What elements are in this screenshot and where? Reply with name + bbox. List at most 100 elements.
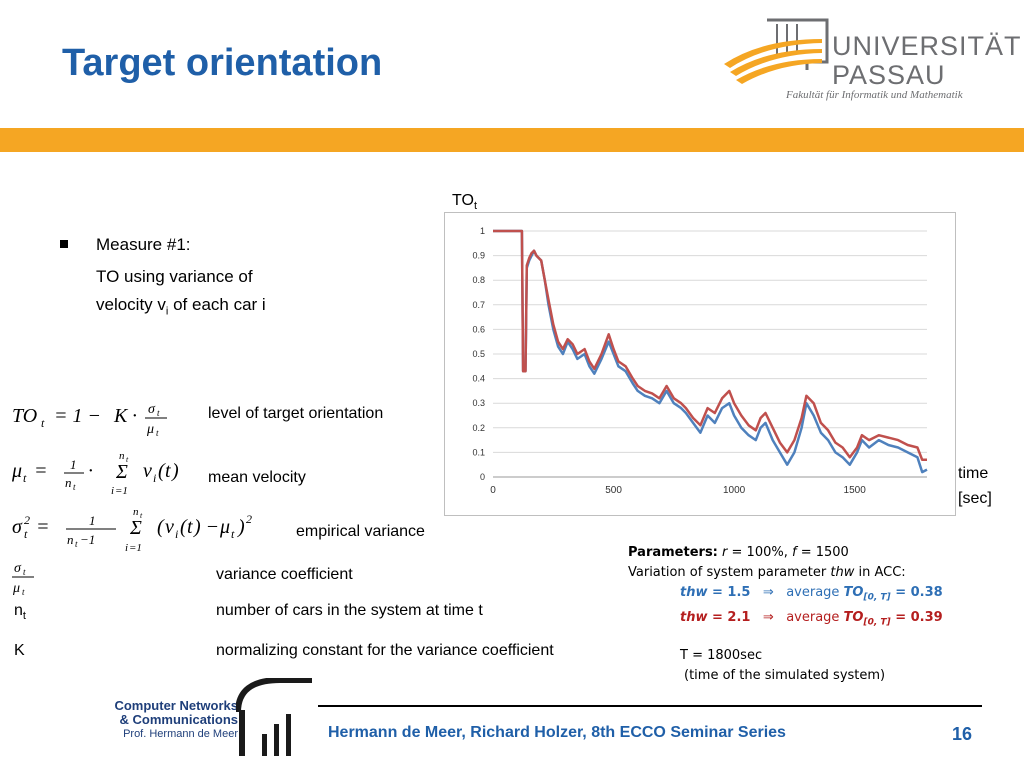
cnc-logo-text: Computer Networks & Communications Prof.… (50, 699, 238, 741)
def-variance-coefficient: variance coefficient (216, 566, 353, 583)
svg-text:=1: =1 (115, 485, 128, 497)
y-tick-label: 1 (480, 226, 485, 236)
svg-text:(: ( (180, 516, 188, 538)
svg-text:t: t (23, 567, 26, 577)
y-tick-label: 0.8 (472, 275, 485, 285)
svg-text:= 1 −: = 1 − (54, 405, 101, 427)
chart-frame: 0 0.1 0.2 0.3 0.4 0.5 0.6 0.7 0.8 0.9 1 0 500 1000 150… (444, 212, 956, 516)
svg-text:): ) (237, 516, 245, 538)
svg-text:1: 1 (89, 513, 96, 528)
y-tick-label: 0.4 (472, 374, 485, 384)
svg-text:Σ: Σ (115, 461, 128, 483)
symbol-nt-sub: t (22, 610, 26, 623)
footer-authors: Hermann de Meer, Richard Holzer, 8th ECC… (328, 724, 786, 741)
cnc-logo-icon (235, 677, 316, 765)
parameters-line1: Parameters: r = 100%, f = 1500 (628, 543, 1018, 563)
blue-thw: thw (680, 585, 708, 600)
chart-x-label-line1: time (958, 465, 989, 482)
svg-text:TO: TO (12, 405, 37, 427)
y-tick-label: 0.2 (472, 423, 485, 433)
formula-variance-graphic: σ 2 t = 1 n t −1 n t Σ i =1 ( v i ( t ) … (12, 506, 252, 554)
svg-text:i: i (153, 471, 156, 485)
symbol-k: K (14, 642, 25, 659)
series-line-1 (493, 229, 927, 462)
parameters-block: Parameters: r = 100%, f = 1500 Variation… (628, 543, 1018, 632)
def-number-of-cars: number of cars in the system at time t (216, 602, 483, 619)
cnc-line3: Prof. Hermann de Meer (123, 728, 238, 740)
def-normalizing-constant: normalizing constant for the variance co… (216, 642, 554, 659)
y-tick-label: 0.3 (472, 398, 485, 408)
x-tick-label: 500 (605, 485, 622, 496)
svg-text:2: 2 (246, 512, 252, 526)
parameters-red-line: thw = 2.1 ⇒ average TO[0, T] = 0.39 (628, 608, 1018, 633)
measure-line2-prefix: velocity v (96, 295, 166, 314)
svg-text:σ: σ (14, 561, 22, 576)
cnc-line2: & Communications (119, 712, 238, 727)
header-band (0, 128, 1024, 152)
y-tick-label: 0.1 (472, 447, 485, 457)
y-tick-label: 0.6 (472, 324, 485, 334)
university-name: UNIVERSITÄT PASSAU (832, 32, 1022, 90)
y-tick-label: 0 (480, 472, 485, 482)
formula-mean: μ t = 1 n t · n t Σ i =1 v i ( t ) (11, 447, 202, 503)
x-tick-label: 0 (490, 485, 496, 496)
faculty-name: Fakultät für Informatik und Mathematik (786, 89, 963, 101)
svg-text:σ: σ (12, 516, 23, 538)
def-empirical-variance: empirical variance (296, 523, 425, 540)
variation-suffix: in ACC: (854, 565, 906, 580)
svg-text:t: t (165, 460, 171, 482)
svg-text:n: n (119, 450, 125, 462)
svg-text:n: n (65, 475, 72, 490)
svg-text:i: i (175, 527, 178, 541)
sim-time: T = 1800sec (680, 648, 763, 663)
measure-heading: Measure #1: (96, 235, 191, 254)
def-level-target-orientation: level of target orientation (208, 405, 384, 422)
formula-variance-coefficient-graphic: σ t μ t (12, 561, 34, 597)
svg-text:i: i (125, 542, 128, 554)
cnc-logo-graphic (235, 677, 312, 756)
university-name-line2: PASSAU (832, 60, 946, 90)
svg-text:σ: σ (148, 402, 156, 417)
svg-text:2: 2 (24, 513, 30, 527)
chart-y-label: TOt (452, 192, 477, 212)
cnc-line1: Computer Networks (114, 698, 238, 713)
svg-text:t: t (23, 471, 27, 485)
chart-y-label-main: TO (452, 192, 474, 209)
svg-text:t: t (75, 539, 78, 549)
measure-line1: TO using variance of (96, 267, 253, 286)
svg-text:1: 1 (70, 457, 77, 472)
svg-text:Σ: Σ (129, 517, 142, 539)
page-title: Target orientation (62, 42, 383, 84)
implies-icon: ⇒ (762, 585, 774, 600)
x-tick-label: 1000 (723, 485, 746, 496)
svg-text:t: t (140, 511, 143, 520)
svg-text:·: · (88, 460, 93, 482)
y-tick-label: 0.5 (472, 349, 485, 359)
university-name-line1: UNIVERSITÄT (832, 31, 1022, 61)
line-chart: 0 0.1 0.2 0.3 0.4 0.5 0.6 0.7 0.8 0.9 1 0 500 1000 150… (472, 226, 928, 496)
svg-text:t: t (24, 527, 28, 541)
blue-to-sub: [0, T] (863, 592, 891, 603)
sim-time-note: (time of the simulated system) (684, 668, 886, 683)
variation-var: thw (830, 565, 855, 580)
svg-text:t: t (187, 516, 193, 538)
svg-text:μ: μ (12, 581, 20, 596)
svg-text:μ: μ (12, 460, 22, 482)
svg-text:t: t (126, 455, 129, 464)
svg-text:t: t (157, 408, 160, 418)
svg-text:) −: ) − (193, 516, 219, 538)
svg-text:·: · (132, 405, 137, 427)
formula-to-graphic: TO t = 1 − K · σ t μ t (12, 402, 167, 438)
parameters-line2: Variation of system parameter thw in ACC… (628, 563, 1018, 583)
measure-line2-suffix: of each car i (168, 295, 266, 314)
bullet-icon (60, 240, 68, 248)
x-tick-label: 1500 (844, 485, 867, 496)
svg-text:t: t (22, 587, 25, 597)
parameters-label: Parameters: (628, 545, 718, 560)
param-r-text: = 100%, (727, 545, 792, 560)
measure-line2-sub: i (165, 305, 169, 318)
formula-to: TO t = 1 − K · σ t μ t (12, 400, 202, 446)
university-logo (722, 14, 832, 92)
chart-y-label-sub: t (473, 200, 477, 213)
parameters-blue-line: thw = 1.5 ⇒ average TO[0, T] = 0.38 (628, 583, 1018, 608)
